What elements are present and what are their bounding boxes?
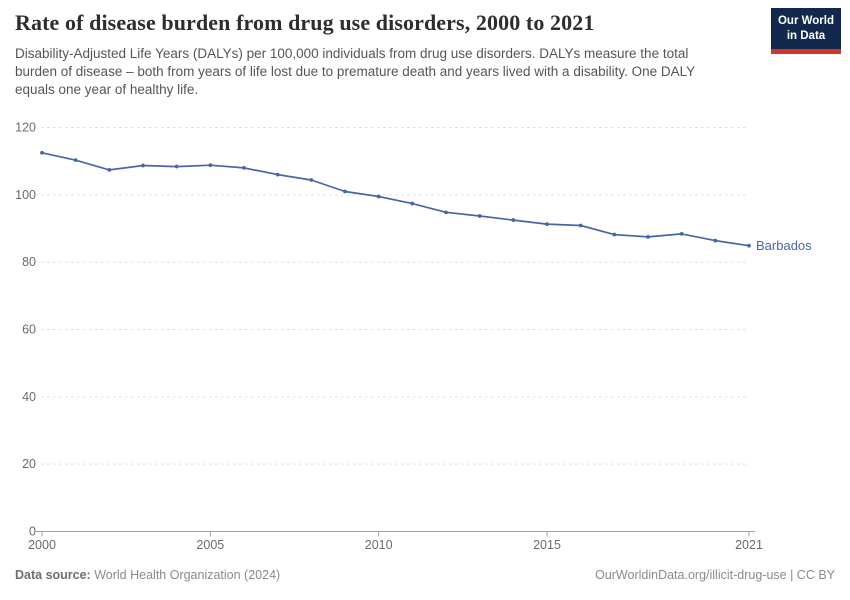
data-point-2020[interactable] — [713, 238, 718, 243]
data-point-2021[interactable] — [747, 243, 751, 248]
y-tick-label-100: 100 — [15, 188, 36, 202]
x-tick-label-2005: 2005 — [196, 538, 224, 552]
data-point-2018[interactable] — [646, 235, 650, 239]
x-tick-label-2010: 2010 — [365, 538, 393, 552]
x-tick-label-2015: 2015 — [533, 538, 561, 552]
data-source-value: World Health Organization (2024) — [94, 568, 281, 582]
data-point-2005[interactable] — [208, 163, 213, 168]
chart-header: Rate of disease burden from drug use dis… — [15, 10, 765, 99]
chart-subtitle: Disability-Adjusted Life Years (DALYs) p… — [15, 46, 695, 97]
data-point-2015[interactable] — [545, 222, 549, 227]
data-point-2004[interactable] — [174, 164, 179, 169]
data-point-2011[interactable] — [410, 201, 415, 206]
y-tick-label-80: 80 — [22, 255, 36, 269]
y-tick-label-60: 60 — [22, 323, 36, 337]
data-point-2008[interactable] — [309, 178, 314, 182]
data-point-2006[interactable] — [242, 166, 246, 170]
y-tick-label-40: 40 — [22, 390, 36, 404]
chart-title: Rate of disease burden from drug use dis… — [15, 10, 595, 35]
y-tick-label-20: 20 — [22, 457, 36, 471]
series-line-barbados[interactable] — [41, 151, 750, 247]
data-point-2017[interactable] — [612, 232, 617, 237]
owid-credit-link[interactable]: OurWorldinData.org/illicit-drug-use | CC… — [595, 568, 835, 582]
y-tick-label-0: 0 — [29, 525, 36, 539]
owid-logo-line1: Our World — [777, 15, 834, 28]
data-point-2014[interactable] — [511, 218, 516, 222]
data-point-2002[interactable] — [107, 168, 112, 172]
data-point-2013[interactable] — [477, 214, 482, 218]
x-tick-label-2021: 2021 — [735, 538, 763, 552]
data-point-2000[interactable] — [40, 150, 44, 155]
entity-label-barbados[interactable]: Barbados — [756, 238, 812, 253]
data-point-2009[interactable] — [343, 189, 347, 194]
owid-logo[interactable]: Our World in Data — [771, 8, 841, 54]
data-point-2010[interactable] — [376, 194, 381, 199]
data-source-label: Data source: — [15, 568, 91, 582]
data-point-2007[interactable] — [275, 172, 280, 177]
data-source: Data source: World Health Organization (… — [15, 568, 280, 582]
x-tick-label-2000: 2000 — [28, 538, 56, 552]
data-point-2012[interactable] — [444, 210, 448, 215]
owid-logo-line2: in Data — [786, 29, 826, 42]
data-point-2003[interactable] — [141, 163, 145, 168]
chart-footer: Data source: World Health Organization (… — [15, 568, 835, 582]
data-point-2016[interactable] — [578, 223, 583, 228]
y-tick-label-120: 120 — [15, 121, 36, 135]
data-point-2001[interactable] — [73, 158, 78, 163]
data-point-2019[interactable] — [679, 231, 684, 236]
